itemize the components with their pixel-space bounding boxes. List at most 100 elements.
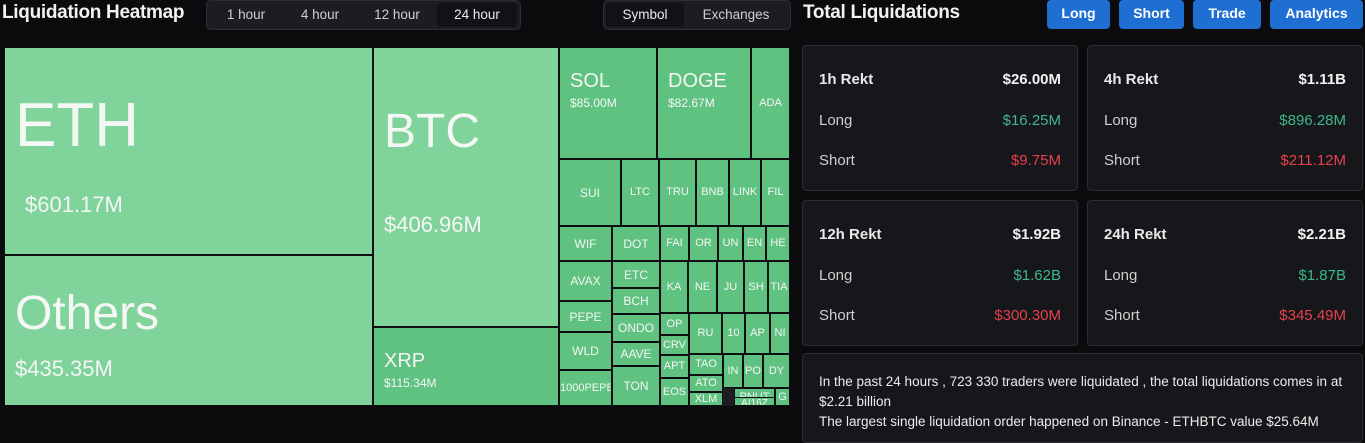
heatmap-cell-un[interactable]: UN	[718, 226, 743, 261]
heatmap-cell-doge[interactable]: DOGE $82.67M	[657, 47, 751, 159]
heatmap-cell-link[interactable]: LINK	[729, 159, 761, 226]
heatmap-cell-symbol: NI	[774, 327, 786, 339]
heatmap-cell-po[interactable]: PO	[743, 354, 763, 388]
heatmap-cell-ni[interactable]: NI	[770, 313, 790, 354]
heatmap-cell-apt[interactable]: APT	[660, 355, 689, 378]
heatmap-cell-symbol: ATO	[695, 377, 717, 389]
heatmap-cell-op[interactable]: OP	[660, 313, 689, 335]
heatmap-cell-value: $435.35M	[15, 356, 113, 381]
heatmap-cell-bch[interactable]: BCH	[612, 288, 660, 314]
heatmap-cell-ne[interactable]: NE	[688, 261, 717, 313]
heatmap-cell-symbol: DY	[768, 365, 785, 377]
heatmap-cell-symbol: BCH	[623, 294, 649, 308]
heatmap-cell-sui[interactable]: SUI	[559, 159, 621, 226]
heatmap-cell-he[interactable]: HE	[766, 226, 790, 261]
heatmap-cell-ondo[interactable]: ONDO	[612, 314, 660, 342]
view-exchanges[interactable]: Exchanges	[702, 7, 770, 22]
heatmap-cell-symbol: AP	[750, 327, 765, 339]
timeframe-24-hour[interactable]: 24 hour	[437, 3, 517, 27]
view-symbol[interactable]: Symbol	[606, 3, 684, 27]
heatmap-cell-avax[interactable]: AVAX	[559, 261, 612, 301]
heatmap-cell-wld[interactable]: WLD	[559, 332, 612, 370]
heatmap-cell-dot[interactable]: DOT	[612, 226, 660, 261]
timeframe-12-hour[interactable]: 12 hour	[374, 7, 420, 22]
long-value: $16.25M	[1002, 112, 1061, 129]
heatmap-cell-tru[interactable]: TRU	[659, 159, 696, 226]
heatmap-cell-aave[interactable]: AAVE	[612, 342, 660, 366]
heatmap-cell-xlm[interactable]: XLM	[689, 392, 723, 406]
heatmap-cell-in[interactable]: IN	[723, 354, 743, 388]
heatmap-cell-fai[interactable]: FAI	[660, 226, 689, 261]
card-long-row: Long $896.28M	[1104, 112, 1346, 132]
heatmap-cell-symbol: Others	[15, 287, 160, 340]
card-period-label: 4h Rekt	[1104, 71, 1159, 88]
short-label: Short	[1104, 307, 1140, 324]
heatmap-cell-ato[interactable]: ATO	[689, 375, 723, 392]
heatmap-cell-symbol: JU	[723, 281, 738, 293]
heatmap-cell-ju[interactable]: JU	[717, 261, 744, 313]
heatmap-cell-symbol: ADA	[759, 97, 782, 109]
heatmap-cell-ap[interactable]: AP	[745, 313, 770, 354]
liquidation-summary: In the past 24 hours , 723 330 traders w…	[802, 353, 1363, 443]
trade-button[interactable]: Trade	[1193, 0, 1261, 29]
heatmap-cell-btc[interactable]: BTC $406.96M	[373, 47, 559, 327]
heatmap-cell-ru[interactable]: RU	[689, 313, 722, 354]
heatmap-cell-symbol: APT	[663, 360, 686, 372]
heatmap-cell-tia[interactable]: TIA	[768, 261, 790, 313]
long-value: $1.87B	[1298, 267, 1346, 284]
short-value: $9.75M	[1010, 152, 1061, 169]
heatmap-cell-ada[interactable]: ADA	[751, 47, 790, 159]
heatmap-cell-ltc[interactable]: LTC	[621, 159, 659, 226]
rekt-card-1h: 1h Rekt $26.00M Long $16.25M Short $9.75M	[802, 45, 1078, 191]
card-long-row: Long $1.62B	[819, 267, 1061, 287]
heatmap-cell-xrp[interactable]: XRP $115.34M	[373, 327, 559, 406]
heatmap-cell-ka[interactable]: KA	[660, 261, 688, 313]
heatmap-cell-wif[interactable]: WIF	[559, 226, 612, 261]
timeframe-4-hour[interactable]: 4 hour	[300, 7, 340, 22]
heatmap-cell-sh[interactable]: SH	[744, 261, 768, 313]
heatmap-cell-symbol: G	[778, 391, 787, 403]
heatmap-cell-ton[interactable]: TON	[612, 366, 660, 406]
heatmap-cell-10[interactable]: 10	[722, 313, 745, 354]
short-value: $345.49M	[1279, 307, 1346, 324]
heatmap-title: Liquidation Heatmap	[2, 2, 185, 23]
card-header-row: 12h Rekt $1.92B	[819, 226, 1061, 246]
card-short-row: Short $9.75M	[819, 152, 1061, 172]
heatmap-cell-symbol: FAI	[666, 237, 683, 249]
card-total-value: $1.92B	[1012, 226, 1061, 243]
heatmap-cell-eth[interactable]: ETH $601.17M	[4, 47, 373, 255]
card-header-row: 1h Rekt $26.00M	[819, 71, 1061, 91]
summary-line-2: The largest single liquidation order hap…	[819, 414, 1319, 429]
heatmap-cell-symbol: 10	[727, 327, 740, 339]
long-button[interactable]: Long	[1047, 0, 1110, 29]
heatmap-cell-g[interactable]: G	[775, 388, 790, 406]
heatmap-cell-1000pepe[interactable]: 1000PEPE	[559, 370, 612, 406]
heatmap-cell-ai16z[interactable]: AI16Z	[734, 397, 775, 406]
heatmap-cell-eos[interactable]: EOS	[660, 378, 689, 406]
card-period-label: 24h Rekt	[1104, 226, 1167, 243]
heatmap-cell-symbol: WIF	[574, 237, 597, 251]
short-button[interactable]: Short	[1119, 0, 1184, 29]
heatmap-cell-value: $82.67M	[668, 96, 715, 110]
heatmap-cell-others[interactable]: Others $435.35M	[4, 255, 373, 406]
total-liquidations-title: Total Liquidations	[803, 2, 960, 23]
heatmap-cell-sol[interactable]: SOL $85.00M	[559, 47, 657, 159]
long-label: Long	[819, 267, 853, 284]
heatmap-cell-symbol: PO	[745, 365, 761, 377]
heatmap-cell-en[interactable]: EN	[743, 226, 766, 261]
heatmap-cell-symbol: CRV	[662, 339, 687, 351]
heatmap-cell-bnb[interactable]: BNB	[696, 159, 729, 226]
analytics-button[interactable]: Analytics	[1270, 0, 1363, 29]
heatmap-cell-tao[interactable]: TAO	[689, 354, 723, 375]
heatmap-cell-symbol: OR	[695, 237, 712, 249]
heatmap-cell-fil[interactable]: FIL	[761, 159, 790, 226]
heatmap-cell-dy[interactable]: DY	[763, 354, 790, 388]
heatmap-cell-or[interactable]: OR	[689, 226, 718, 261]
timeframe-1-hour[interactable]: 1 hour	[226, 7, 266, 22]
heatmap-cell-etc[interactable]: ETC	[612, 261, 660, 288]
heatmap-cell-symbol: OP	[666, 318, 683, 330]
heatmap-cell-crv[interactable]: CRV	[660, 335, 689, 355]
heatmap-cell-symbol: TAO	[695, 358, 717, 370]
timeframe-selector: 1 hour 4 hour 12 hour 24 hour	[206, 0, 521, 30]
heatmap-cell-pepe[interactable]: PEPE	[559, 301, 612, 332]
